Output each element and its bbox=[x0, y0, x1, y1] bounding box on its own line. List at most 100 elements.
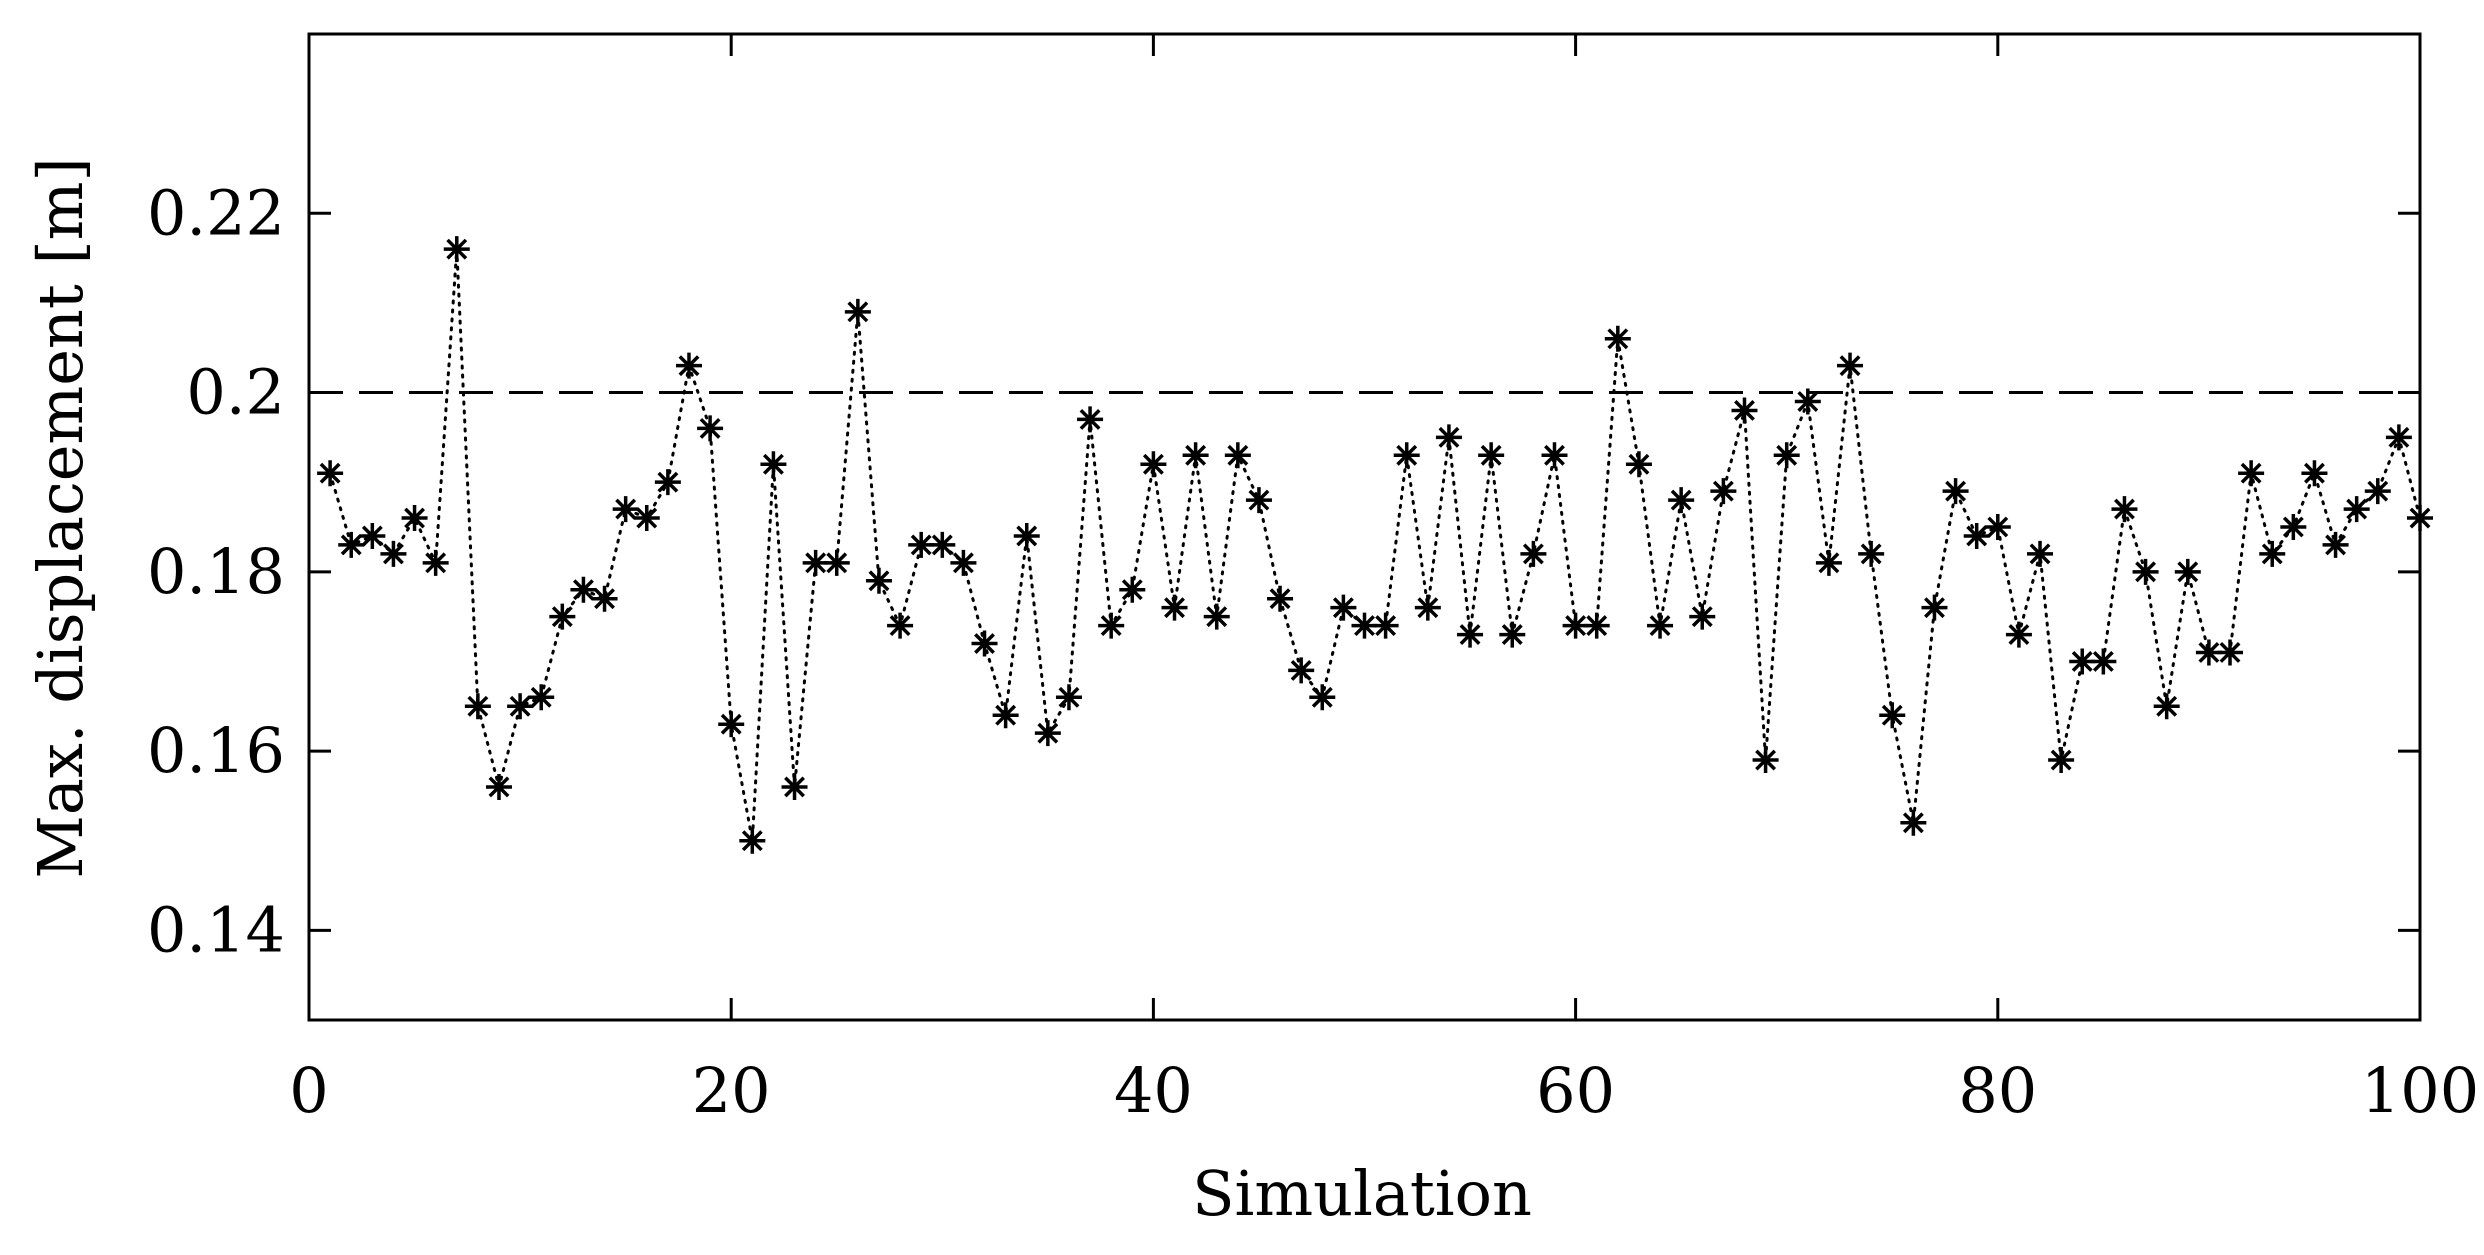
data-point bbox=[2238, 460, 2265, 487]
plot-frame bbox=[307, 32, 2422, 1022]
data-point bbox=[2027, 540, 2054, 567]
data-point bbox=[887, 612, 914, 639]
data-point bbox=[1182, 442, 1209, 469]
data-point bbox=[1098, 612, 1125, 639]
data-point bbox=[675, 352, 702, 379]
data-point bbox=[844, 298, 871, 325]
data-point bbox=[1773, 442, 1800, 469]
data-point bbox=[781, 773, 808, 800]
data-point bbox=[2385, 424, 2412, 451]
data-point bbox=[1161, 594, 1188, 621]
data-point bbox=[929, 531, 956, 558]
data-point bbox=[2217, 639, 2244, 666]
data-point bbox=[401, 505, 428, 532]
data-point bbox=[380, 540, 407, 567]
data-point bbox=[1942, 478, 1969, 505]
data-point bbox=[1245, 487, 1272, 514]
data-point bbox=[1689, 603, 1716, 630]
data-point bbox=[760, 451, 787, 478]
data-point bbox=[2280, 514, 2307, 540]
data-point bbox=[1393, 442, 1420, 469]
data-point bbox=[1879, 702, 1906, 729]
data-point bbox=[1837, 352, 1864, 379]
y-tick-label: 0.16 bbox=[147, 714, 285, 787]
data-point bbox=[2111, 496, 2138, 523]
data-point bbox=[2153, 693, 2180, 720]
data-point bbox=[1710, 478, 1737, 505]
x-tick-label: 40 bbox=[1114, 1054, 1193, 1127]
data-point bbox=[1562, 612, 1589, 639]
data-point bbox=[1499, 621, 1526, 648]
y-tick-label: 0.2 bbox=[186, 356, 285, 429]
data-point bbox=[1119, 576, 1146, 603]
data-point bbox=[2259, 540, 2286, 567]
data-point bbox=[718, 711, 745, 738]
data-point bbox=[633, 505, 660, 532]
data-point bbox=[1583, 612, 1610, 639]
data-point bbox=[823, 549, 850, 576]
data-point bbox=[1288, 657, 1315, 684]
data-point bbox=[1794, 388, 1821, 415]
x-axis-label: Simulation bbox=[1192, 1157, 1532, 1230]
y-tick-label: 0.18 bbox=[147, 535, 285, 608]
data-point bbox=[1140, 451, 1167, 478]
data-point bbox=[1372, 612, 1399, 639]
data-point bbox=[2195, 639, 2222, 666]
data-point bbox=[359, 522, 386, 549]
x-tick-label: 60 bbox=[1536, 1054, 1615, 1127]
data-point bbox=[549, 603, 576, 630]
data-point bbox=[908, 531, 935, 558]
data-point bbox=[1309, 684, 1336, 711]
data-point bbox=[570, 576, 597, 603]
data-point bbox=[464, 693, 491, 720]
data-point bbox=[443, 236, 470, 263]
data-point bbox=[1077, 406, 1104, 433]
data-point bbox=[865, 567, 892, 594]
data-point bbox=[2048, 747, 2075, 774]
data-point bbox=[2343, 496, 2370, 523]
data-point bbox=[971, 630, 998, 657]
data-point bbox=[1203, 603, 1230, 630]
data-point bbox=[1625, 451, 1652, 478]
data-point bbox=[1963, 522, 1990, 549]
data-point bbox=[1435, 424, 1462, 451]
data-point bbox=[591, 585, 618, 612]
data-point bbox=[2132, 558, 2159, 585]
data-point bbox=[317, 460, 344, 487]
data-point bbox=[1815, 549, 1842, 576]
data-point bbox=[1055, 684, 1082, 711]
data-point bbox=[1520, 540, 1547, 567]
y-tick-label: 0.22 bbox=[147, 176, 285, 249]
data-point bbox=[1013, 522, 1040, 549]
data-point bbox=[2090, 648, 2117, 675]
data-point bbox=[612, 496, 639, 523]
data-point bbox=[2364, 478, 2391, 505]
y-axis-label: Max. displacement [m] bbox=[24, 157, 97, 878]
data-point bbox=[1921, 594, 1948, 621]
data-point bbox=[1984, 514, 2011, 540]
data-point bbox=[1414, 594, 1441, 621]
data-point bbox=[1731, 397, 1758, 424]
data-point bbox=[1647, 612, 1674, 639]
data-point bbox=[1034, 720, 1061, 747]
plot-area: 0 20 40 60 80 100 0.14 0.16 0.18 0.2 0.22 bbox=[147, 32, 2479, 1127]
x-tick-label: 80 bbox=[1958, 1054, 2037, 1127]
x-tick-label: 100 bbox=[2361, 1054, 2479, 1127]
data-point bbox=[1752, 747, 1779, 774]
data-point bbox=[1457, 621, 1484, 648]
data-point bbox=[2069, 648, 2096, 675]
y-tick-label: 0.14 bbox=[147, 893, 285, 966]
data-point bbox=[1330, 594, 1357, 621]
data-point bbox=[2322, 531, 2349, 558]
x-tick-label: 0 bbox=[289, 1054, 328, 1127]
data-point bbox=[2174, 558, 2201, 585]
data-point bbox=[1351, 612, 1378, 639]
data-point bbox=[1668, 487, 1695, 514]
data-point bbox=[422, 549, 449, 576]
data-point bbox=[1478, 442, 1505, 469]
data-point bbox=[1858, 540, 1885, 567]
data-point bbox=[1604, 325, 1631, 352]
data-point bbox=[507, 693, 534, 720]
series-line bbox=[328, 249, 2422, 841]
